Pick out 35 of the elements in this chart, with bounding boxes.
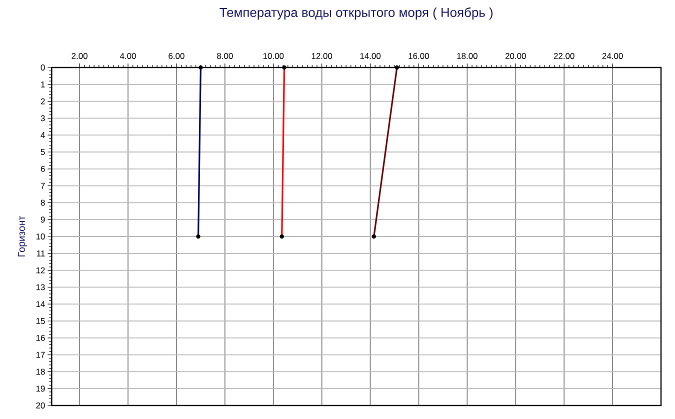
x-tick-label: 10.00: [263, 52, 284, 59]
y-tick-label: 7: [40, 182, 45, 189]
y-tick-label: 5: [40, 149, 45, 155]
y-tick-label: 11: [37, 250, 45, 256]
x-tick-label: 18.00: [457, 52, 478, 59]
y-tick-label: 6: [40, 166, 45, 172]
x-tick-label: 24.00: [602, 52, 623, 59]
y-tick-label: 0: [40, 64, 45, 70]
y-tick-label: 8: [40, 200, 45, 206]
x-tick-label: 12.00: [312, 52, 332, 59]
y-tick-label: 15: [36, 318, 45, 324]
y-tick-label: 14: [36, 301, 45, 308]
x-tick-label: 14.00: [360, 52, 381, 59]
x-tick-label: 22.00: [554, 52, 574, 59]
x-tick-label: 20.00: [505, 52, 526, 59]
y-tick-label: 2: [40, 98, 45, 104]
y-tick-label: 13: [36, 284, 45, 290]
y-tick-label: 4: [40, 132, 45, 138]
y-tick-label: 18: [36, 368, 45, 375]
y-tick-label: 1: [41, 81, 45, 88]
y-tick-label: 12: [36, 267, 45, 274]
x-tick-label: 8.00: [217, 52, 233, 59]
chart-title: Температура воды открытого моря ( Ноябрь ): [220, 7, 493, 20]
y-axis-title: Горизонт: [18, 216, 27, 256]
y-tick-label: 3: [40, 115, 45, 122]
x-tick-label: 2.00: [72, 52, 88, 59]
y-tick-label: 19: [36, 386, 45, 392]
x-tick-label: 4.00: [120, 52, 136, 59]
x-tick-label: 16.00: [408, 52, 429, 59]
y-tick-label: 10: [36, 234, 45, 240]
x-tick-label: 6.00: [168, 52, 184, 59]
y-tick-label: 17: [36, 352, 45, 358]
y-tick-label: 16: [36, 334, 45, 341]
y-tick-label: 9: [40, 216, 45, 223]
y-tick-label: 20: [36, 402, 45, 408]
